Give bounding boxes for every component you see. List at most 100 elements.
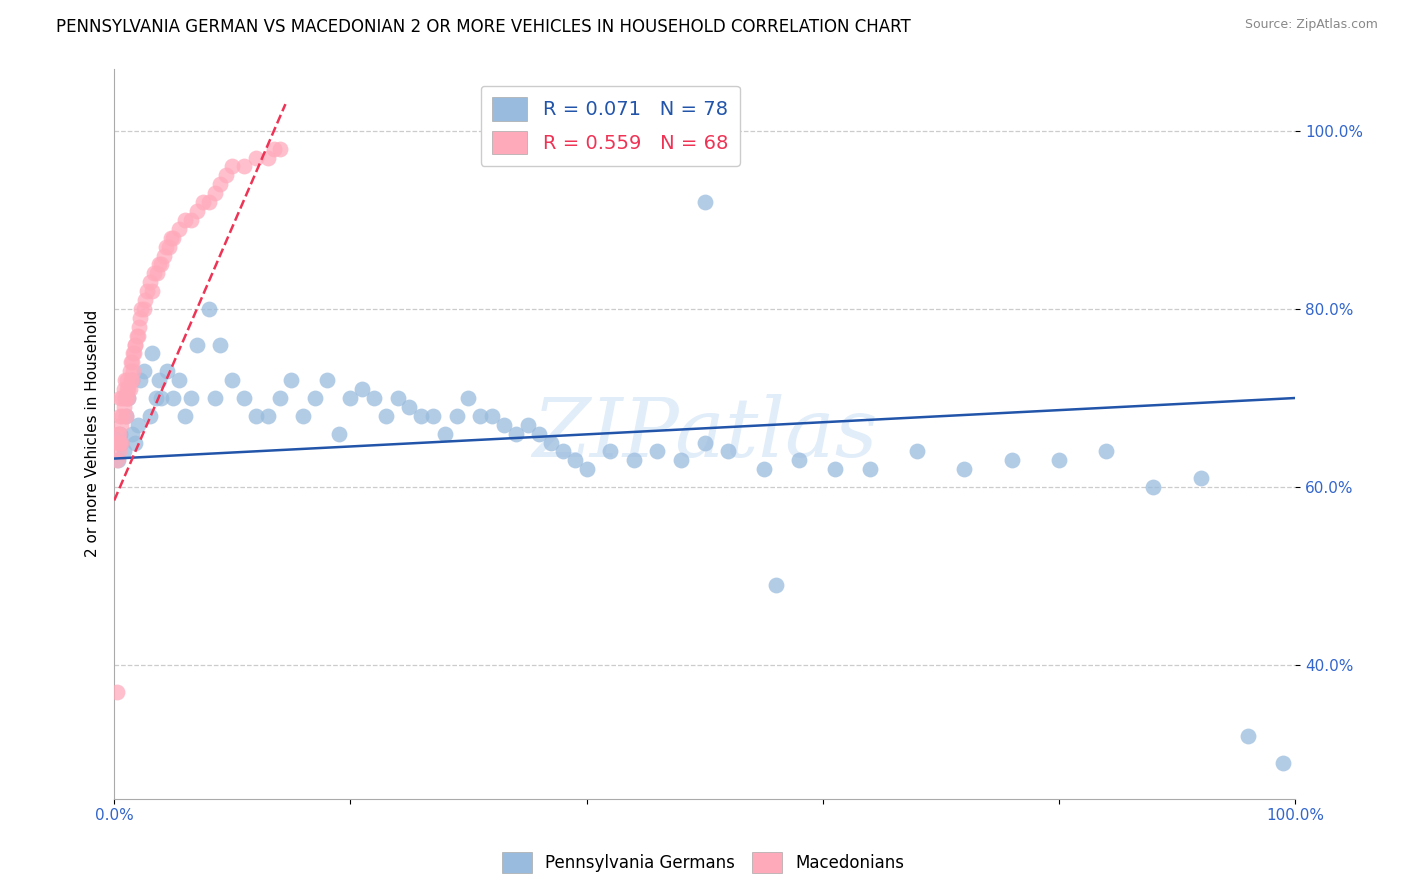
Legend: Pennsylvania Germans, Macedonians: Pennsylvania Germans, Macedonians <box>495 846 911 880</box>
Point <box>398 400 420 414</box>
Point <box>905 444 928 458</box>
Point <box>155 239 177 253</box>
Point <box>111 391 134 405</box>
Point <box>446 409 468 423</box>
Point <box>363 391 385 405</box>
Point <box>162 231 184 245</box>
Point <box>117 391 139 405</box>
Point <box>1142 480 1164 494</box>
Point <box>112 382 135 396</box>
Point <box>145 391 167 405</box>
Point <box>138 409 160 423</box>
Point <box>647 444 669 458</box>
Point <box>167 222 190 236</box>
Point <box>131 301 153 316</box>
Point <box>122 346 145 360</box>
Point <box>669 453 692 467</box>
Point <box>156 364 179 378</box>
Point <box>492 417 515 432</box>
Point <box>121 355 143 369</box>
Point <box>824 462 846 476</box>
Point <box>124 337 146 351</box>
Point <box>150 257 173 271</box>
Point <box>129 373 152 387</box>
Point <box>752 462 775 476</box>
Point <box>575 462 598 476</box>
Point <box>233 391 256 405</box>
Point <box>138 275 160 289</box>
Point <box>1095 444 1118 458</box>
Point <box>204 186 226 201</box>
Point <box>516 417 538 432</box>
Point <box>717 444 740 458</box>
Legend: R = 0.071   N = 78, R = 0.559   N = 68: R = 0.071 N = 78, R = 0.559 N = 68 <box>481 86 740 166</box>
Point <box>157 239 180 253</box>
Point <box>787 453 810 467</box>
Point <box>108 409 131 423</box>
Point <box>150 391 173 405</box>
Point <box>108 435 131 450</box>
Point <box>693 195 716 210</box>
Point <box>221 373 243 387</box>
Point <box>256 409 278 423</box>
Point <box>105 685 128 699</box>
Point <box>623 453 645 467</box>
Point <box>328 426 350 441</box>
Point <box>108 391 131 405</box>
Point <box>115 373 138 387</box>
Text: Source: ZipAtlas.com: Source: ZipAtlas.com <box>1244 18 1378 31</box>
Point <box>1237 730 1260 744</box>
Point <box>339 391 361 405</box>
Point <box>245 409 267 423</box>
Point <box>108 444 131 458</box>
Point <box>162 391 184 405</box>
Point <box>1189 471 1212 485</box>
Text: ZIPatlas: ZIPatlas <box>531 393 877 474</box>
Point <box>134 293 156 307</box>
Point <box>152 248 174 262</box>
Point <box>457 391 479 405</box>
Point <box>115 409 138 423</box>
Point <box>269 142 291 156</box>
Point <box>599 444 621 458</box>
Point <box>117 391 139 405</box>
Point <box>374 409 396 423</box>
Point <box>128 319 150 334</box>
Point <box>197 195 219 210</box>
Point <box>114 373 136 387</box>
Point <box>127 328 149 343</box>
Point <box>132 301 155 316</box>
Point <box>136 284 159 298</box>
Point <box>233 160 256 174</box>
Point <box>108 426 131 441</box>
Point <box>280 373 302 387</box>
Point <box>110 435 132 450</box>
Point <box>108 426 131 441</box>
Point <box>107 426 129 441</box>
Point <box>197 301 219 316</box>
Point <box>387 391 409 405</box>
Point <box>115 382 138 396</box>
Point <box>111 409 134 423</box>
Point <box>141 284 163 298</box>
Point <box>112 444 135 458</box>
Point <box>121 373 143 387</box>
Point <box>540 435 562 450</box>
Point <box>122 364 145 378</box>
Point <box>269 391 291 405</box>
Point <box>118 382 141 396</box>
Point <box>551 444 574 458</box>
Point <box>120 355 142 369</box>
Point <box>304 391 326 405</box>
Point <box>1272 756 1295 771</box>
Point <box>122 346 145 360</box>
Point <box>693 435 716 450</box>
Point <box>433 426 456 441</box>
Point <box>470 409 492 423</box>
Point <box>180 213 202 227</box>
Point <box>204 391 226 405</box>
Point <box>209 337 232 351</box>
Point <box>121 373 143 387</box>
Point <box>107 453 129 467</box>
Point <box>505 426 527 441</box>
